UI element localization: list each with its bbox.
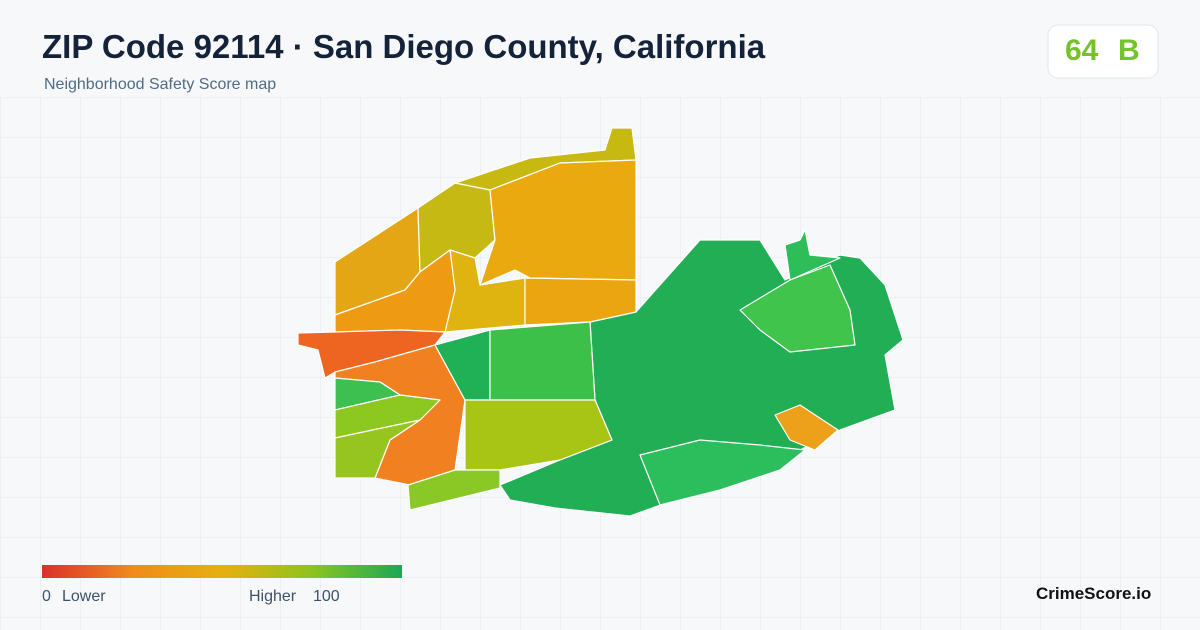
score-value: 64 xyxy=(1065,34,1099,67)
legend-min-label: Lower xyxy=(62,588,106,605)
subtitle: Neighborhood Safety Score map xyxy=(44,76,277,93)
legend-bar xyxy=(42,565,402,578)
brand: CrimeScore.io xyxy=(1036,584,1152,603)
legend-max: 100 xyxy=(313,588,340,605)
score-box xyxy=(1047,24,1159,79)
score-grade: B xyxy=(1118,34,1140,67)
legend-max-label: Higher xyxy=(249,588,297,605)
legend-min: 0 xyxy=(42,588,51,605)
title: ZIP Code 92114 · San Diego County, Calif… xyxy=(42,28,766,65)
regions xyxy=(297,127,904,517)
